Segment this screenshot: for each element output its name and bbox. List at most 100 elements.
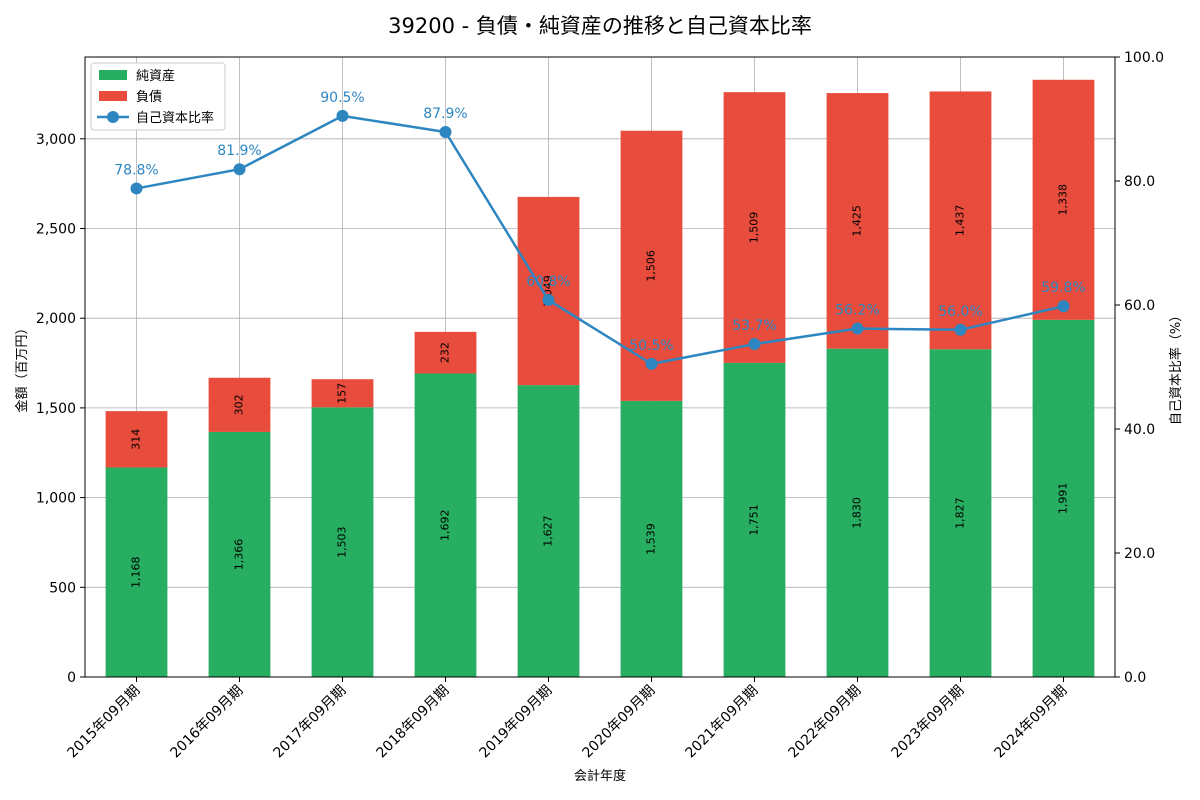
x-tick-label-1: 2016年09月期	[168, 683, 247, 762]
y-tick-label-3: 1,500	[36, 401, 76, 417]
ratio-label-7: 56.2%	[835, 303, 879, 319]
y2-tick-label-3: 60.0	[1124, 298, 1155, 314]
ratio-label-2: 90.5%	[320, 90, 364, 106]
y2-tick-label-5: 100.0	[1124, 50, 1164, 66]
y-tick-label-5: 2,500	[36, 222, 76, 238]
bar-net-assets-9	[1032, 319, 1095, 677]
ratio-label-1: 81.9%	[217, 143, 261, 159]
ratio-point-4	[542, 294, 555, 307]
legend-swatch-net-assets	[99, 70, 127, 80]
x-axis-title: 会計年度	[574, 768, 626, 784]
ratio-point-8	[954, 323, 967, 336]
ratio-point-2	[336, 109, 349, 122]
ratio-label-0: 78.8%	[114, 162, 158, 178]
x-tick-label-4: 2019年09月期	[477, 683, 556, 762]
bar-label-net-assets-4: 1,627	[542, 515, 555, 547]
bar-label-net-assets-3: 1,692	[439, 509, 452, 541]
x-tick-label-9: 2024年09月期	[992, 683, 1071, 762]
bar-net-assets-2	[311, 407, 374, 677]
legend-label-net-assets: 純資産	[136, 68, 175, 84]
bar-liabilities-9	[1032, 79, 1095, 320]
y2-axis-title: 自己資本比率（%）	[1168, 309, 1184, 425]
bars-layer: 1,1683141,3663021,5031571,6922321,6271,0…	[105, 79, 1095, 677]
y2-tick-label-1: 20.0	[1124, 546, 1155, 562]
bar-label-liabilities-8: 1,437	[954, 205, 967, 237]
bar-net-assets-1	[208, 431, 271, 677]
bar-label-net-assets-6: 1,751	[748, 504, 761, 536]
x-tick-label-8: 2023年09月期	[889, 683, 968, 762]
bar-liabilities-7	[826, 93, 889, 349]
y-axis-title: 金額（百万円）	[14, 321, 30, 412]
ratio-label-9: 59.8%	[1041, 280, 1085, 296]
bar-liabilities-3	[414, 331, 477, 374]
x-tick-label-0: 2015年09月期	[65, 683, 144, 762]
x-tick-label-2: 2017年09月期	[271, 683, 350, 762]
y-tick-label-0: 0	[67, 670, 76, 686]
y-tick-label-2: 1,000	[36, 491, 76, 507]
bar-label-net-assets-9: 1,991	[1057, 483, 1070, 515]
bar-net-assets-6	[723, 362, 786, 677]
bar-label-liabilities-7: 1,425	[851, 205, 864, 237]
x-tick-label-7: 2022年09月期	[786, 683, 865, 762]
legend-swatch-ratio-marker	[107, 111, 119, 123]
bar-label-net-assets-0: 1,168	[130, 556, 143, 588]
ratio-label-3: 87.9%	[423, 106, 467, 122]
ratio-label-6: 53.7%	[732, 318, 776, 334]
line-layer: 78.8% 81.9% 90.5% 87.9% 60.8% 50.5% 53.7% 56.2%…	[114, 90, 1086, 370]
bar-label-liabilities-6: 1,509	[748, 212, 761, 244]
ratio-label-8: 56.0%	[938, 304, 982, 320]
ratio-point-6	[748, 338, 761, 351]
bar-net-assets-7	[826, 348, 889, 677]
bar-net-assets-4	[517, 385, 580, 677]
y-tick-label-1: 500	[49, 580, 76, 596]
bar-liabilities-8	[929, 91, 992, 350]
bar-label-net-assets-2: 1,503	[336, 526, 349, 558]
ratio-line	[136, 114, 1064, 366]
ratio-label-4: 60.8%	[526, 274, 570, 290]
bar-label-liabilities-2: 157	[336, 383, 349, 404]
y2-tick-label-0: 0.0	[1124, 670, 1146, 686]
ratio-point-1	[233, 163, 246, 176]
bar-label-net-assets-7: 1,830	[851, 497, 864, 529]
bar-liabilities-2	[311, 379, 374, 408]
ratio-label-5: 50.5%	[629, 338, 673, 354]
plot-frame	[84, 56, 1116, 678]
bar-label-net-assets-5: 1,539	[645, 523, 658, 555]
axes-layer: 0 500 1,000 1,500 2,000 2,500 3,000 0.0 20.0 40.0…	[36, 50, 1164, 761]
x-tick-label-3: 2018年09月期	[374, 683, 453, 762]
bar-liabilities-6	[723, 92, 786, 363]
bar-label-liabilities-3: 232	[439, 342, 452, 363]
bar-net-assets-0	[105, 467, 168, 677]
bar-liabilities-4	[517, 196, 580, 386]
ratio-point-3	[439, 126, 452, 139]
ratio-point-0	[130, 182, 143, 195]
x-tick-label-5: 2020年09月期	[580, 683, 659, 762]
bar-net-assets-3	[414, 373, 477, 677]
y-tick-label-4: 2,000	[36, 311, 76, 327]
bar-liabilities-1	[208, 377, 271, 432]
bar-liabilities-5	[620, 130, 683, 401]
bar-net-assets-5	[620, 400, 683, 677]
bar-liabilities-0	[105, 411, 168, 468]
ratio-point-5	[645, 357, 658, 370]
x-tick-label-6: 2021年09月期	[683, 683, 762, 762]
ratio-point-9	[1057, 300, 1070, 313]
y2-tick-label-4: 80.0	[1124, 174, 1155, 190]
y2-tick-label-2: 40.0	[1124, 422, 1155, 438]
bar-label-liabilities-0: 314	[130, 429, 143, 450]
legend-swatch-liabilities	[99, 91, 127, 101]
bar-label-liabilities-5: 1,506	[645, 250, 658, 282]
chart-title: 39200 - 負債・純資産の推移と自己資本比率	[388, 14, 812, 38]
bar-label-net-assets-1: 1,366	[233, 539, 246, 571]
legend-label-liabilities: 負債	[136, 90, 162, 105]
legend-label-ratio: 自己資本比率	[136, 110, 214, 126]
ratio-point-7	[851, 322, 864, 335]
bar-net-assets-8	[929, 349, 992, 677]
bar-label-net-assets-8: 1,827	[954, 497, 967, 529]
y-tick-label-6: 3,000	[36, 132, 76, 148]
bar-label-liabilities-9: 1,338	[1057, 184, 1070, 216]
bar-label-liabilities-1: 302	[233, 394, 246, 415]
